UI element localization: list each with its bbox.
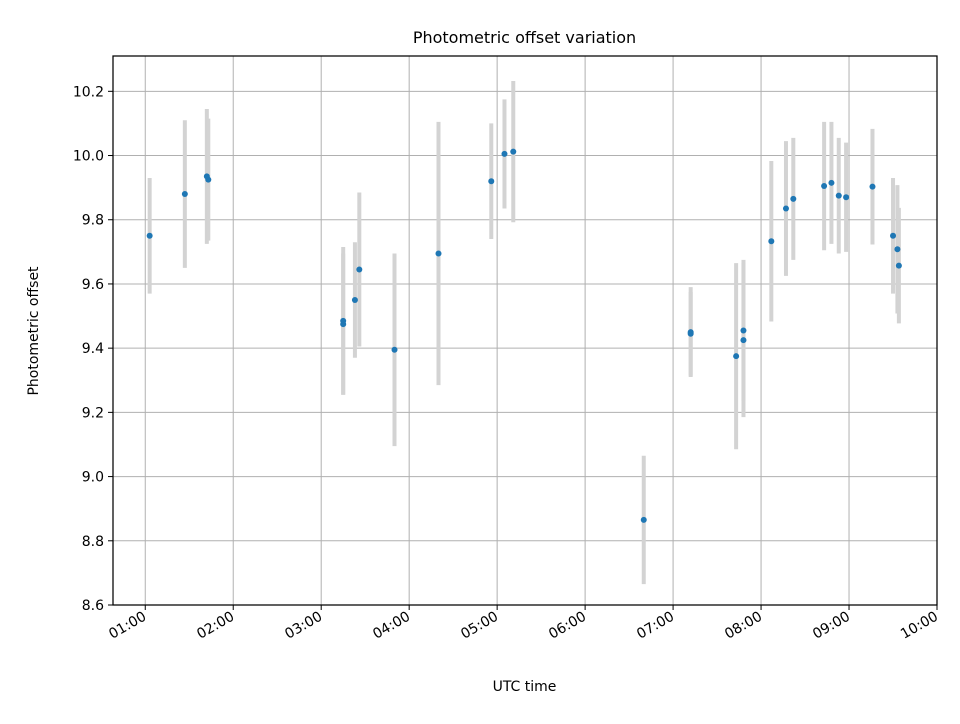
data-point xyxy=(890,232,897,239)
data-point xyxy=(835,192,842,199)
data-point xyxy=(828,179,835,186)
error-bars xyxy=(147,81,901,585)
data-point xyxy=(790,195,797,202)
data-point xyxy=(895,262,902,269)
y-tick-label: 8.6 xyxy=(82,598,104,614)
y-tick-label: 10.0 xyxy=(73,149,104,165)
data-point xyxy=(340,321,347,328)
x-tick-label: 09:00 xyxy=(810,609,853,643)
data-point xyxy=(146,232,153,239)
data-point xyxy=(640,516,647,523)
data-point xyxy=(205,176,212,183)
data-point xyxy=(843,194,850,201)
data-points xyxy=(146,148,902,523)
x-tick-label: 03:00 xyxy=(282,609,325,643)
chart-title: Photometric offset variation xyxy=(413,28,636,47)
data-point xyxy=(869,183,876,190)
x-tick-label: 07:00 xyxy=(634,609,677,643)
data-point xyxy=(435,250,442,257)
data-point xyxy=(894,246,901,253)
y-tick-label: 10.2 xyxy=(73,84,104,100)
x-tick-label: 04:00 xyxy=(370,609,413,643)
y-tick-label: 9.6 xyxy=(82,277,104,293)
x-tick-label: 10:00 xyxy=(898,609,941,643)
data-point xyxy=(782,205,789,212)
data-point xyxy=(821,183,828,190)
data-point xyxy=(510,148,517,155)
y-tick-label: 8.8 xyxy=(82,534,104,550)
data-point xyxy=(768,238,775,245)
x-tick-label: 01:00 xyxy=(106,609,149,643)
data-point xyxy=(391,346,398,353)
y-axis-label: Photometric offset xyxy=(26,266,42,396)
data-point xyxy=(687,330,694,337)
data-point xyxy=(740,327,747,334)
grid xyxy=(113,56,938,606)
data-point xyxy=(733,353,740,360)
y-tick-label: 9.8 xyxy=(82,213,104,229)
x-ticks: 01:00 02:00 03:00 04:00 05:00 06:00 07:00 08:00… xyxy=(106,605,941,643)
data-point xyxy=(181,191,188,198)
data-point xyxy=(356,266,363,273)
y-tick-label: 9.0 xyxy=(82,470,104,486)
x-tick-label: 05:00 xyxy=(458,609,501,643)
data-point xyxy=(501,150,508,157)
y-tick-label: 9.2 xyxy=(82,405,104,421)
y-tick-label: 9.4 xyxy=(82,341,104,357)
plot-frame xyxy=(112,55,938,606)
x-axis-label: UTC time xyxy=(493,679,557,695)
data-point xyxy=(488,178,495,185)
x-tick-label: 08:00 xyxy=(722,609,765,643)
x-tick-label: 02:00 xyxy=(194,609,237,643)
data-point xyxy=(351,297,358,303)
x-tick-label: 06:00 xyxy=(546,609,589,643)
y-ticks: 8.6 8.8 9.0 9.2 9.4 9.6 9.8 10.0 10.2 xyxy=(73,84,113,614)
data-point xyxy=(740,337,747,344)
